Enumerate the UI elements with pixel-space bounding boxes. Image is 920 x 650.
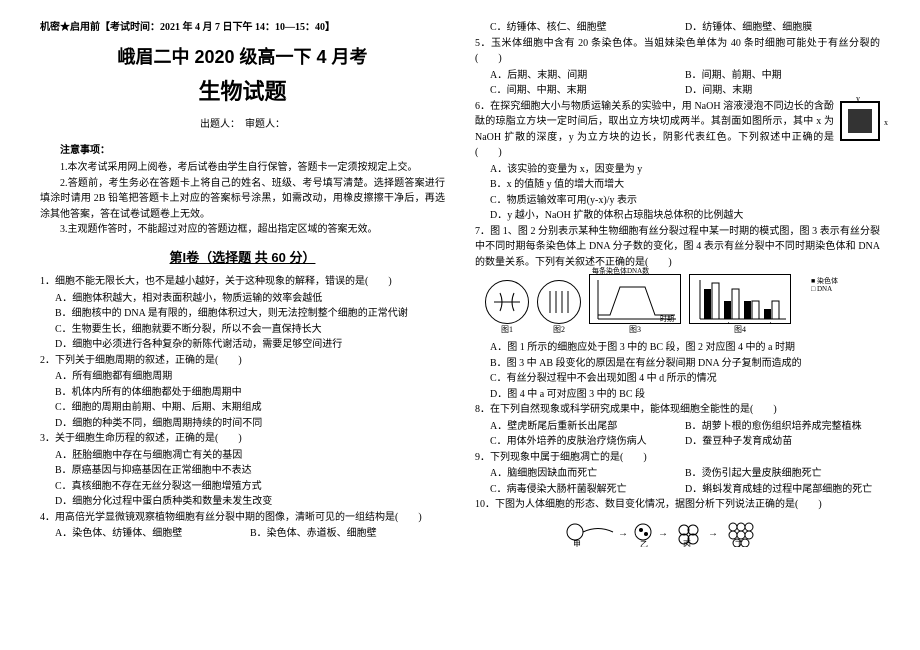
figure-1: 图1: [485, 280, 529, 336]
q7-opt-c: C．有丝分裂过程中不会出现如图 4 中 d 所示的情况: [490, 371, 880, 387]
q8-opt-a: A．壁虎断尾后重新长出尾部: [490, 419, 685, 435]
cell-sequence-diagram: → → → 甲 乙 丙 丁: [475, 517, 880, 547]
svg-text:时期: 时期: [660, 314, 674, 323]
q1-opt-b: B．细胞核中的 DNA 是有限的，细胞体积过大，则无法控制整个细胞的正常代谢: [55, 306, 445, 322]
svg-text:丙: 丙: [683, 540, 691, 547]
q9-opt-b: B．烫伤引起大量皮肤细胞死亡: [685, 466, 880, 482]
svg-text:甲: 甲: [573, 540, 581, 547]
q8-opt-d: D．蚕豆种子发育成幼苗: [685, 434, 880, 450]
svg-text:→: →: [658, 528, 668, 539]
svg-text:乙: 乙: [640, 540, 648, 547]
q2-opt-b: B．机体内所有的体细胞都处于细胞周期中: [55, 385, 445, 401]
q3-opt-c: C．真核细胞不存在无丝分裂这一细胞增殖方式: [55, 479, 445, 495]
bar-chart-icon: abcd ■ 染色体 □ DNA: [689, 274, 791, 324]
q2-opt-a: A．所有细胞都有细胞周期: [55, 369, 445, 385]
question-3: 3．关于细胞生命历程的叙述，正确的是( ): [40, 431, 445, 447]
q9-opt-d: D．蝌蚪发育成蛙的过程中尾部细胞的死亡: [685, 482, 880, 498]
legend: ■ 染色体 □ DNA: [811, 277, 838, 294]
q5-opt-b: B．间期、前期、中期: [685, 68, 880, 84]
cube-diagram: y x: [840, 101, 880, 141]
q9-opts-row1: A．脑细胞因缺血而死亡 B．烫伤引起大量皮肤细胞死亡: [490, 466, 880, 482]
q1-opt-d: D．细胞中必须进行各种复杂的新陈代谢活动，需要足够空间进行: [55, 337, 445, 353]
q1-opt-c: C．生物要生长，细胞就要不断分裂，所以不会一直保持长大: [55, 322, 445, 338]
q4-opt-c: C．纺锤体、核仁、细胞壁: [490, 20, 685, 36]
question-8: 8．在下列自然现象或科学研究成果中，能体现细胞全能性的是( ): [475, 402, 880, 418]
svg-text:d: d: [768, 321, 772, 323]
q5-opts-row1: A．后期、末期、间期 B．间期、前期、中期: [490, 68, 880, 84]
notice-2: 2.答题前，考生务必在答题卡上将自己的姓名、班级、考号填写清楚。选择题答案进行填…: [40, 176, 445, 223]
notice-heading: 注意事项：: [40, 143, 445, 159]
svg-text:→: →: [618, 528, 628, 539]
main-title: 峨眉二中 2020 级高一下 4 月考: [40, 44, 445, 72]
q5-opt-a: A．后期、末期、间期: [490, 68, 685, 84]
q6-opt-a: A．该实验的变量为 x，因变量为 y: [490, 162, 880, 178]
q4-opt-b: B．染色体、赤道板、细胞壁: [250, 526, 445, 542]
q3-opt-a: A．胚胎细胞中存在与细胞凋亡有关的基因: [55, 448, 445, 464]
q4-opts-row1: A．染色体、纺锤体、细胞壁 B．染色体、赤道板、细胞壁: [55, 526, 445, 542]
q9-opt-a: A．脑细胞因缺血而死亡: [490, 466, 685, 482]
cube-icon: y x: [840, 101, 880, 141]
q2-opt-c: C．细胞的周期由前期、中期、后期、末期组成: [55, 400, 445, 416]
figure-4: abcd ■ 染色体 □ DNA 图4: [689, 274, 791, 336]
q7-opt-d: D．图 4 中 a 可对应图 3 中的 BC 段: [490, 387, 880, 403]
section-1-title: 第I卷（选择题 共 60 分）: [40, 248, 445, 268]
svg-text:b: b: [728, 321, 732, 323]
svg-text:c: c: [748, 321, 751, 323]
left-column: 机密★启用前【考试时间：2021 年 4 月 7 日下午 14：10—15：40…: [40, 20, 445, 551]
q5-opt-c: C．间期、中期、末期: [490, 83, 685, 99]
question-1: 1．细胞不能无限长大，也不是越小越好，关于这种现象的解释，错误的是( ): [40, 274, 445, 290]
q8-opt-c: C．用体外培养的皮肤治疗烧伤病人: [490, 434, 685, 450]
authors-line: 出题人： 审题人：: [40, 117, 445, 133]
notice-3: 3.主观题作答时，不能超过对应的答题边框，超出指定区域的答案无效。: [40, 222, 445, 238]
q7-opt-a: A．图 1 所示的细胞应处于图 3 中的 BC 段，图 2 对应图 4 中的 a…: [490, 340, 880, 356]
q9-opts-row2: C．病毒侵染大肠杆菌裂解死亡 D．蝌蚪发育成蛙的过程中尾部细胞的死亡: [490, 482, 880, 498]
confidential-line: 机密★启用前【考试时间：2021 年 4 月 7 日下午 14：10—15：40…: [40, 20, 445, 36]
q8-opts-row1: A．壁虎断尾后重新长出尾部 B．胡萝卜根的愈伤组织培养成完整植株: [490, 419, 880, 435]
q7-opt-b: B．图 3 中 AB 段变化的原因是在有丝分裂间期 DNA 分子复制而造成的: [490, 356, 880, 372]
q6-opt-d: D．y 越小，NaOH 扩散的体积占琼脂块总体积的比例越大: [490, 208, 880, 224]
q5-opt-d: D．间期、末期: [685, 83, 880, 99]
svg-text:丁: 丁: [735, 540, 743, 547]
q3-opt-b: B．原癌基因与抑癌基因在正常细胞中不表达: [55, 463, 445, 479]
q8-opts-row2: C．用体外培养的皮肤治疗烧伤病人 D．蚕豆种子发育成幼苗: [490, 434, 880, 450]
subject-title: 生物试题: [40, 75, 445, 109]
svg-text:a: a: [706, 321, 710, 323]
q4-opts-row2: C．纺锤体、核仁、细胞壁 D．纺锤体、细胞壁、细胞膜: [490, 20, 880, 36]
q2-opt-d: D．细胞的种类不同，细胞周期持续的时间不同: [55, 416, 445, 432]
svg-text:→: →: [708, 528, 718, 539]
question-7: 7．图 1、图 2 分别表示某种生物细胞有丝分裂过程中某一时期的模式图，图 3 …: [475, 224, 880, 271]
q4-opt-d: D．纺锤体、细胞壁、细胞膜: [685, 20, 880, 36]
q6-opt-c: C．物质运输效率可用(y-x)/y 表示: [490, 193, 880, 209]
line-chart-icon: 每条染色体DNA数 时期: [589, 274, 681, 324]
figure-row: 图1 图2 每条染色体DNA数 时期 图3: [485, 274, 880, 336]
q9-opt-c: C．病毒侵染大肠杆菌裂解死亡: [490, 482, 685, 498]
figure-2: 图2: [537, 280, 581, 336]
cell-sequence-icon: → → → 甲 乙 丙 丁: [563, 517, 793, 547]
q3-opt-d: D．细胞分化过程中蛋白质种类和数量未发生改变: [55, 494, 445, 510]
cell-fig1-icon: [485, 280, 529, 324]
question-5: 5．玉米体细胞中含有 20 条染色体。当姐妹染色单体为 40 条时细胞可能处于有…: [475, 36, 880, 67]
notice-1: 1.本次考试采用网上阅卷，考后试卷由学生自行保管，答题卡一定须按规定上交。: [40, 160, 445, 176]
cell-fig2-icon: [537, 280, 581, 324]
question-2: 2．下列关于细胞周期的叙述，正确的是( ): [40, 353, 445, 369]
question-4: 4．用高倍光学显微镜观察植物细胞有丝分裂中期的图像，清晰可见的一组结构是( ): [40, 510, 445, 526]
q6-opt-b: B．x 的值随 y 值的增大而增大: [490, 177, 880, 193]
figure-3: 每条染色体DNA数 时期 图3: [589, 274, 681, 336]
question-9: 9．下列现象中属于细胞凋亡的是( ): [475, 450, 880, 466]
question-6: 6．在探究细胞大小与物质运输关系的实验中，用 NaOH 溶液浸泡不同边长的含酚酞…: [475, 99, 880, 161]
question-10: 10．下图为人体细胞的形态、数目变化情况，据图分析下列说法正确的是( ): [475, 497, 880, 513]
right-column: C．纺锤体、核仁、细胞壁 D．纺锤体、细胞壁、细胞膜 5．玉米体细胞中含有 20…: [475, 20, 880, 551]
q8-opt-b: B．胡萝卜根的愈伤组织培养成完整植株: [685, 419, 880, 435]
q1-opt-a: A．细胞体积越大，相对表面积越小，物质运输的效率会越低: [55, 291, 445, 307]
q4-opt-a: A．染色体、纺锤体、细胞壁: [55, 526, 250, 542]
q5-opts-row2: C．间期、中期、末期 D．间期、末期: [490, 83, 880, 99]
